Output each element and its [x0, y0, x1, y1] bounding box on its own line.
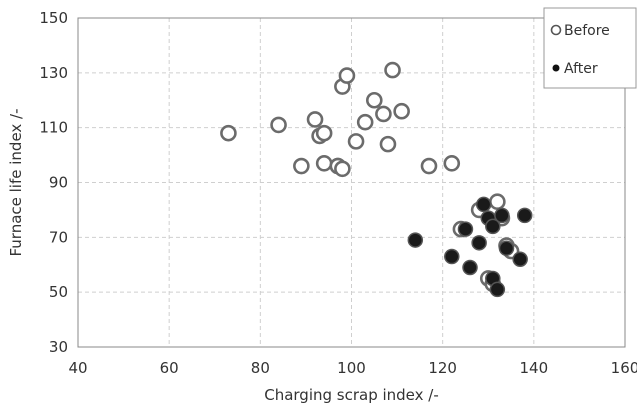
legend-item-after: After [552, 61, 598, 77]
data-point-before [420, 157, 438, 175]
data-point-before [315, 155, 333, 172]
legend-label: Before [564, 23, 610, 39]
data-point-before [315, 124, 333, 142]
x-tick-label: 120 [428, 359, 457, 377]
y-tick-label: 70 [49, 228, 68, 246]
x-tick-label: 160 [611, 359, 637, 377]
data-point-before [306, 111, 324, 128]
x-axis-label: Charging scrap index /- [264, 386, 439, 404]
x-tick-label: 40 [68, 359, 87, 377]
data-point-before [293, 157, 310, 175]
data-point-before [347, 133, 365, 150]
y-axis-label: Furnace life index /- [7, 108, 25, 256]
data-point-before [365, 91, 383, 109]
tick-labels: 40 60 80 100 120 140 160 30 50 70 90 110 130 150 [39, 9, 637, 377]
data-point-before [356, 113, 374, 131]
data-points [220, 61, 533, 298]
data-point-after [471, 235, 487, 251]
series-after [407, 196, 533, 298]
x-tick-label: 80 [251, 359, 270, 377]
data-point-before [334, 160, 351, 178]
data-point-before [489, 193, 506, 210]
x-tick-label: 140 [520, 359, 549, 377]
legend-item-before: Before [550, 23, 610, 39]
legend-label: After [564, 61, 598, 77]
data-point-after [462, 259, 478, 276]
legend-marker-filled [552, 64, 560, 72]
x-tick-label: 60 [160, 359, 179, 377]
data-point-after [512, 251, 528, 268]
y-tick-label: 30 [49, 338, 68, 356]
grid [78, 18, 625, 347]
y-tick-label: 110 [39, 119, 68, 137]
data-point-after [444, 248, 460, 265]
legend-box [543, 7, 637, 89]
data-point-after [494, 207, 510, 224]
y-tick-label: 90 [49, 174, 68, 192]
data-point-before [384, 61, 401, 79]
data-point-after [498, 240, 515, 257]
x-tick-label: 100 [337, 359, 366, 377]
data-point-after [485, 218, 501, 235]
data-point-before [379, 135, 397, 153]
data-point-before [375, 105, 392, 123]
legend-marker-open [550, 24, 562, 36]
data-point-after [489, 281, 506, 298]
data-point-before [443, 155, 461, 172]
y-tick-label: 130 [39, 64, 68, 82]
data-point-after [516, 207, 533, 224]
plot-frame [77, 17, 626, 348]
data-point-after [475, 196, 492, 213]
data-point-before [338, 67, 356, 84]
data-point-before [220, 124, 237, 142]
data-point-before [270, 116, 287, 134]
data-point-before [393, 102, 410, 120]
data-point-after [457, 221, 474, 237]
legend: Before After [543, 7, 637, 89]
data-point-after [407, 232, 424, 248]
plot-border [77, 17, 626, 348]
y-tick-label: 50 [49, 283, 68, 301]
y-tick-label: 150 [39, 9, 68, 27]
